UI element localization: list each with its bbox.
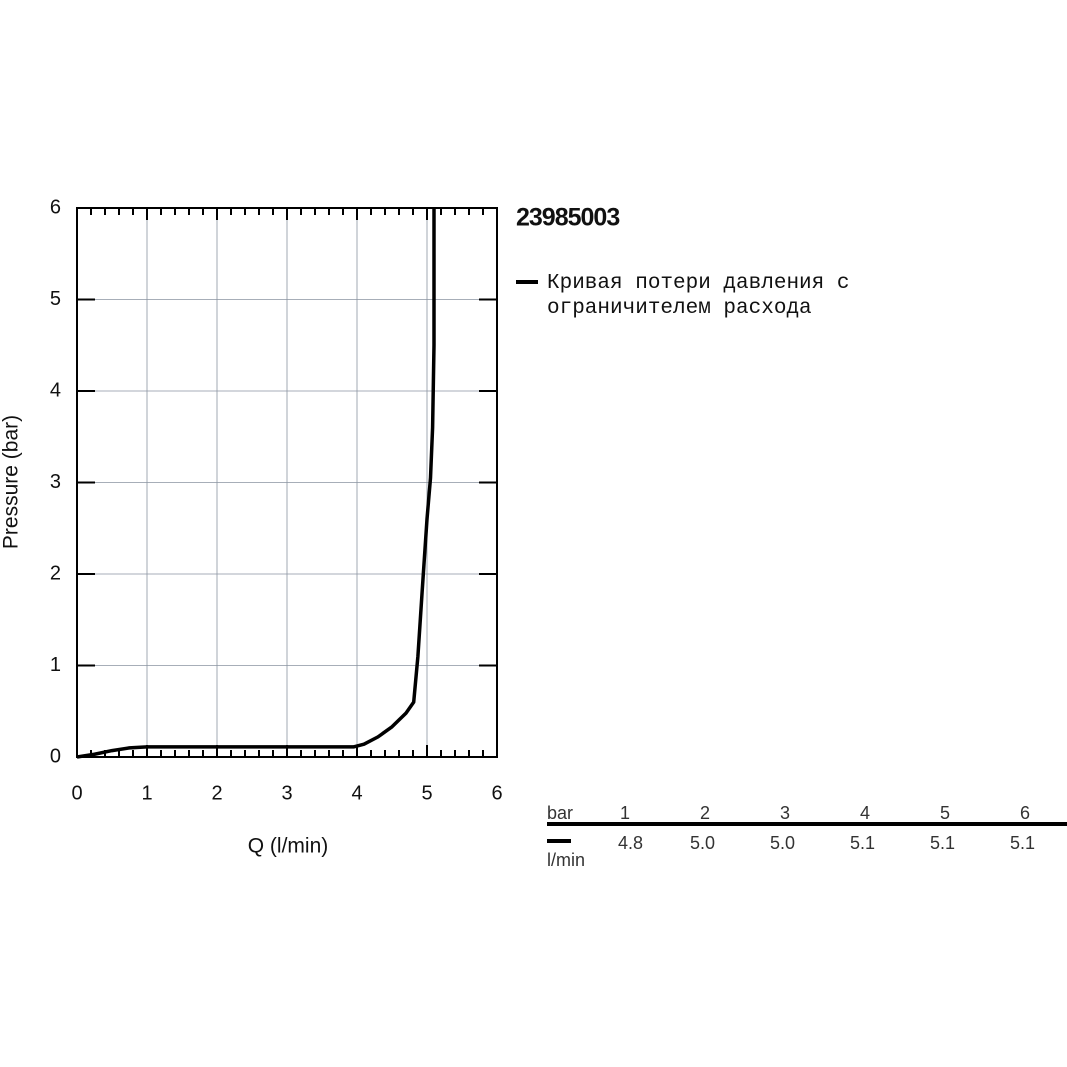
y-axis-label: Pressure (bar)	[0, 415, 23, 549]
table-value: 5.0	[770, 833, 795, 853]
table-value: 5.1	[930, 833, 955, 853]
table-value: 5.1	[1010, 833, 1035, 853]
chart-title: 23985003	[516, 204, 619, 232]
table-header: bar	[547, 803, 573, 823]
x-tick-label: 6	[491, 782, 502, 804]
y-tick-label: 5	[50, 288, 61, 310]
y-tick-label: 0	[50, 745, 61, 767]
table-value: 5.0	[690, 833, 715, 853]
x-tick-label: 0	[71, 782, 82, 804]
x-tick-label: 3	[281, 782, 292, 804]
table-value: 4.8	[618, 833, 643, 853]
line-series	[76, 208, 436, 759]
x-tick-label: 2	[211, 782, 222, 804]
table-column: 4	[860, 803, 870, 823]
plot-frame	[76, 207, 498, 758]
y-tick-label: 4	[50, 379, 61, 401]
table-column: 3	[780, 803, 790, 823]
x-tick-label: 4	[351, 782, 362, 804]
table-column: 6	[1020, 803, 1030, 823]
y-tick-label: 3	[50, 471, 61, 493]
x-tick-label: 1	[141, 782, 152, 804]
table-value: 5.1	[850, 833, 875, 853]
legend-label: Кривая потери давления с ограничителем ра…	[547, 272, 849, 320]
table-column: 5	[940, 803, 950, 823]
x-axis-label: Q (l/min)	[248, 835, 329, 858]
y-tick-label: 1	[50, 654, 61, 676]
table-column: 1	[620, 803, 630, 823]
x-tick-label: 5	[421, 782, 432, 804]
y-tick-label: 2	[50, 562, 61, 584]
y-tick-label: 6	[50, 196, 61, 218]
table-column: 2	[700, 803, 710, 823]
table-unit: l/min	[547, 850, 585, 870]
